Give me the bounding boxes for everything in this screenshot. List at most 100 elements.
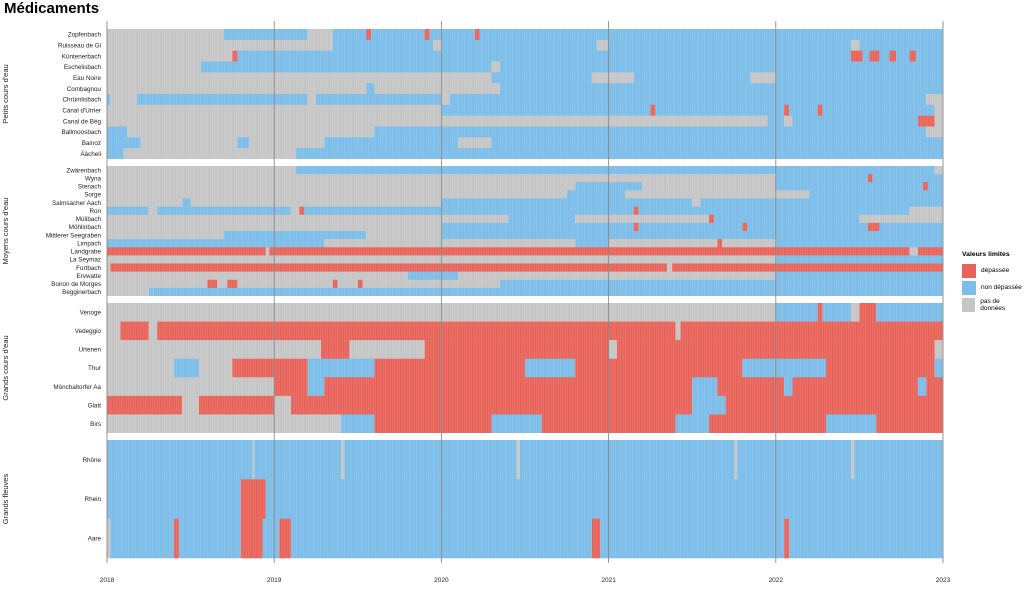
heatmap-cell xyxy=(274,358,308,378)
heatmap-cell xyxy=(279,518,291,559)
heatmap-cell xyxy=(153,287,943,297)
heatmap-cell xyxy=(178,518,241,559)
row-label: Canal de Bég xyxy=(63,118,102,125)
row-label: Limpach xyxy=(77,240,101,247)
row-label: Aare xyxy=(88,536,102,543)
heatmap-cell xyxy=(591,72,634,84)
heatmap-cell xyxy=(722,239,776,248)
heatmap-cell xyxy=(775,255,943,264)
heatmap-cell xyxy=(934,166,943,175)
heatmap-row xyxy=(107,239,943,248)
heatmap-cell xyxy=(254,440,342,480)
heatmap-cell xyxy=(927,182,943,191)
heatmap-cell xyxy=(591,518,601,559)
x-tick-label: 2022 xyxy=(769,577,784,584)
heatmap-cell xyxy=(775,72,943,84)
heatmap-cell xyxy=(775,174,868,183)
heatmap-cell xyxy=(822,104,935,116)
heatmap-cell xyxy=(332,279,338,289)
heatmap-cell xyxy=(157,321,166,341)
heatmap-cell xyxy=(366,231,442,240)
heatmap-cell xyxy=(349,340,425,360)
heatmap-cell xyxy=(917,377,927,397)
heatmap-cell xyxy=(608,340,617,360)
heatmap-cell xyxy=(449,94,927,106)
heatmap-row xyxy=(107,214,943,224)
group-label: Petits cours d'eau xyxy=(1,64,10,123)
heatmap-cell xyxy=(608,39,852,51)
heatmap-cell xyxy=(879,222,943,232)
heatmap-cell xyxy=(441,321,676,341)
heatmap-cell xyxy=(107,83,367,95)
heatmap-cell xyxy=(737,440,852,480)
row-label: Wyna xyxy=(85,175,102,182)
heatmap-cell xyxy=(198,358,233,378)
heatmap-row xyxy=(107,83,943,95)
legend-swatch-exceeded xyxy=(962,263,976,278)
heatmap-cell xyxy=(407,271,459,281)
heatmap-cell xyxy=(262,518,280,559)
heatmap-cell xyxy=(600,518,785,559)
heatmap-cell xyxy=(307,94,316,106)
heatmap-cell xyxy=(717,377,785,397)
heatmap-cell xyxy=(165,321,442,341)
row-label: Rhein xyxy=(85,496,102,503)
heatmap-row xyxy=(107,271,943,281)
heatmap-cell xyxy=(307,377,325,397)
heatmap-cell xyxy=(934,358,943,378)
heatmap-cell xyxy=(107,279,208,289)
heatmap-cell xyxy=(775,303,818,322)
heatmap-cell xyxy=(575,358,743,378)
row-label: Sorge xyxy=(84,192,101,199)
row-label: Mülibach xyxy=(76,216,102,223)
heatmap-cell xyxy=(692,395,726,415)
heatmap-cell xyxy=(747,222,868,232)
heatmap-cell xyxy=(876,414,943,434)
heatmap-cell xyxy=(304,206,634,216)
heatmap-cell xyxy=(107,395,183,415)
heatmap-cell xyxy=(366,29,372,41)
heatmap-cell xyxy=(107,377,275,397)
legend-label-not-exceeded: non dépassée xyxy=(981,284,1022,291)
heatmap-cell xyxy=(290,395,693,415)
heatmap-cell xyxy=(332,39,434,51)
heatmap-cell xyxy=(344,440,517,480)
heatmap-cell xyxy=(107,198,183,207)
heatmap-cell xyxy=(232,50,238,62)
heatmap-cell xyxy=(107,174,668,183)
heatmap-cell xyxy=(917,115,935,127)
heatmap-cell xyxy=(123,148,296,160)
heatmap-cell xyxy=(867,174,873,183)
heatmap-cell xyxy=(775,271,943,281)
heatmap-cell xyxy=(934,104,943,116)
heatmap-cell xyxy=(324,239,576,248)
legend-item-no-data: pas de données xyxy=(962,296,1024,313)
heatmap-cell xyxy=(909,50,917,62)
heatmap-cell xyxy=(876,303,943,322)
heatmap-cell xyxy=(566,190,626,199)
heatmap-row xyxy=(107,94,943,106)
heatmap-cell xyxy=(638,206,910,216)
heatmap-cell xyxy=(926,377,943,397)
heatmap-cell xyxy=(474,29,480,41)
heatmap-cell xyxy=(200,61,492,73)
heatmap-cell xyxy=(775,182,923,191)
heatmap-cell xyxy=(295,148,943,160)
heatmap-cell xyxy=(789,518,943,559)
heatmap-cell xyxy=(107,115,768,127)
heatmap-cell xyxy=(148,206,158,216)
heatmap-cell xyxy=(854,440,943,480)
heatmap-cell xyxy=(324,377,693,397)
heatmap-row xyxy=(107,39,943,51)
heatmap-cell xyxy=(508,214,576,224)
heatmap-row xyxy=(107,72,943,84)
heatmap-cell xyxy=(692,198,701,207)
row-label: Ballmoosbach xyxy=(61,129,101,136)
heatmap-cell xyxy=(851,303,860,322)
heatmap-cell xyxy=(633,222,639,232)
page-title: Médicaments xyxy=(4,0,100,17)
heatmap-cell xyxy=(182,198,191,207)
heatmap-cell xyxy=(734,440,738,480)
heatmap-row xyxy=(107,206,943,216)
